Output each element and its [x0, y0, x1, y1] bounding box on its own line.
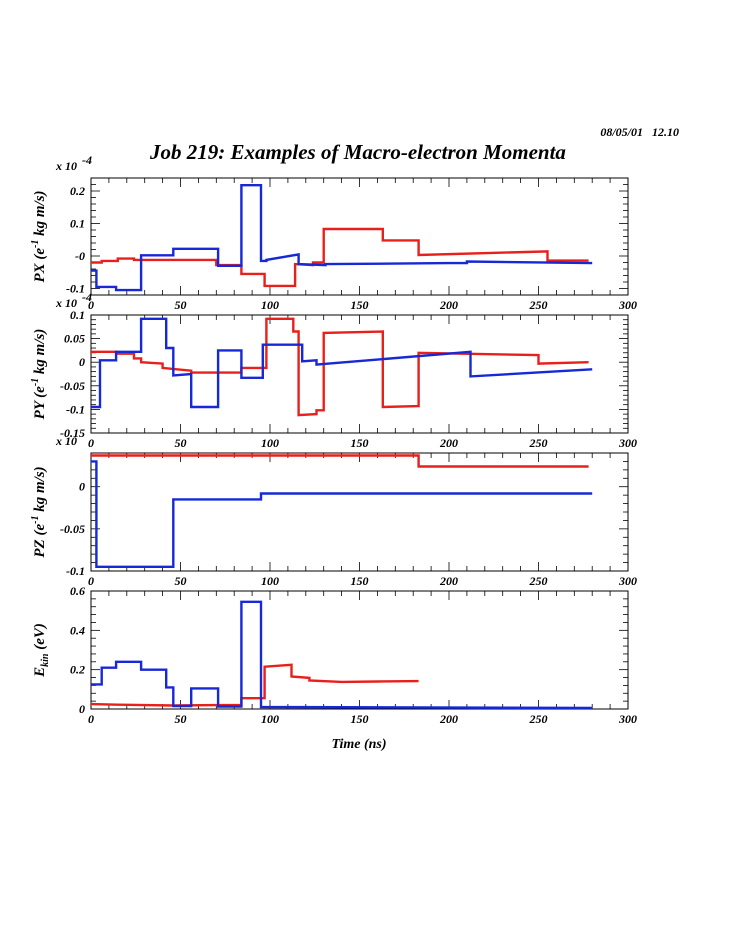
y-tick-label: 0.2 — [70, 184, 85, 198]
red-series-line — [91, 317, 589, 417]
y-axis-label: Ekin (eV) — [32, 623, 51, 678]
ekin-panel: 0 50 100 150 200 250 300 0.6 0.4 0.2 0 Ekin (eV) Tim… — [32, 584, 637, 752]
y-axis-label-main: PY (e — [32, 386, 48, 420]
py-panel: 0 50 100 150 200 250 300 0.1 0.05 0 -0.05 -0.1 -0.15… — [30, 290, 637, 450]
x-tick-label: 0 — [88, 574, 94, 588]
x-tick-label: 200 — [439, 712, 458, 726]
y-tick-label: 0.1 — [70, 217, 85, 231]
x-tick-label: 0 — [88, 436, 94, 450]
x-tick-label: 250 — [529, 436, 548, 450]
y-tick-label: 0.1 — [70, 308, 85, 322]
x-tick-label: 250 — [529, 712, 548, 726]
x-tick-label: 200 — [439, 436, 458, 450]
y-tick-label: -0.1 — [66, 402, 85, 416]
x-tick-label: 100 — [261, 712, 279, 726]
figure-title: Job 219: Examples of Macro-electron Mome… — [149, 140, 566, 164]
x-tick-label: 300 — [618, 574, 637, 588]
red-series-line — [91, 454, 589, 468]
red-series-line — [91, 663, 419, 707]
blue-series-line — [91, 183, 593, 292]
x-tick-label: 100 — [261, 436, 279, 450]
y-tick-label: 0 — [79, 480, 85, 494]
x-tick-label: 100 — [261, 574, 279, 588]
date-stamp: 08/05/01 12.10 — [600, 125, 679, 139]
y-axis-label-tail: kg m/s) — [32, 190, 48, 239]
y-tick-label: -0.05 — [60, 379, 85, 393]
y-axis-label-sup: -1 — [30, 516, 41, 524]
x-tick-label: 300 — [618, 436, 637, 450]
x-tick-label: 300 — [618, 298, 637, 312]
x-tick-label: 150 — [351, 436, 369, 450]
y-tick-label: 0.05 — [64, 332, 85, 346]
x-tick-label: 250 — [529, 298, 548, 312]
blue-series-line — [91, 460, 593, 568]
y-exponent-label: x 10 — [55, 159, 77, 173]
x-axis-label: Time (ns) — [331, 737, 386, 752]
y-exponent-label: x 10 — [55, 296, 77, 310]
y-tick-label: 0.2 — [70, 663, 85, 677]
y-exponent-power: -4 — [82, 153, 92, 167]
plot-frame — [90, 452, 629, 572]
plot-frame — [90, 590, 629, 710]
y-axis-label-main: PX (e — [32, 248, 48, 283]
x-tick-label: 150 — [351, 298, 369, 312]
x-tick-label: 50 — [175, 298, 187, 312]
y-tick-label: -0.05 — [60, 522, 85, 536]
y-axis-label-tail: (eV) — [32, 623, 48, 653]
pz-panel: 0 50 100 150 200 250 300 0 -0.05 -0.1 x 10 PZ (e-1 … — [30, 434, 637, 588]
y-axis-label: PX (e-1 kg m/s) — [30, 190, 48, 282]
y-tick-label: -0.1 — [66, 564, 85, 578]
x-tick-label: 0 — [88, 712, 94, 726]
blue-series-line — [91, 317, 593, 409]
y-tick-label: -0.1 — [66, 282, 85, 296]
x-tick-label: 250 — [529, 574, 548, 588]
y-axis-label-sup: -1 — [30, 378, 41, 386]
y-exponent-power: -4 — [82, 290, 92, 304]
y-axis-label-sup: -1 — [30, 240, 41, 248]
x-tick-label: 200 — [439, 298, 458, 312]
x-tick-label: 50 — [175, 712, 187, 726]
blue-series-line — [91, 600, 593, 709]
y-axis-label: PZ (e-1 kg m/s) — [30, 466, 48, 557]
y-axis-label-tail: kg m/s) — [32, 466, 48, 515]
y-tick-label: -0.15 — [60, 426, 85, 440]
x-tick-label: 200 — [439, 574, 458, 588]
y-axis-label-main: E — [32, 667, 48, 678]
y-axis-label-main: PZ (e — [32, 524, 48, 558]
x-tick-label: 50 — [175, 574, 187, 588]
x-tick-label: 300 — [618, 712, 637, 726]
plot-frame — [90, 177, 629, 296]
x-tick-label: 150 — [351, 574, 369, 588]
x-tick-label: 100 — [261, 298, 279, 312]
y-tick-label: 0.4 — [70, 623, 85, 637]
y-tick-label: -0 — [75, 249, 85, 263]
y-tick-label: 0 — [79, 702, 85, 716]
y-axis-label: PY (e-1 kg m/s) — [30, 329, 48, 420]
y-tick-label: 0 — [79, 355, 85, 369]
y-axis-label-sub: kin — [40, 653, 51, 667]
y-exponent-label: x 10 — [55, 434, 77, 448]
red-series-line — [91, 227, 589, 288]
x-tick-label: 0 — [88, 298, 94, 312]
x-tick-label: 50 — [175, 436, 187, 450]
y-tick-label: 0.6 — [70, 584, 85, 598]
y-axis-label-tail: kg m/s) — [32, 329, 48, 378]
x-tick-label: 150 — [351, 712, 369, 726]
